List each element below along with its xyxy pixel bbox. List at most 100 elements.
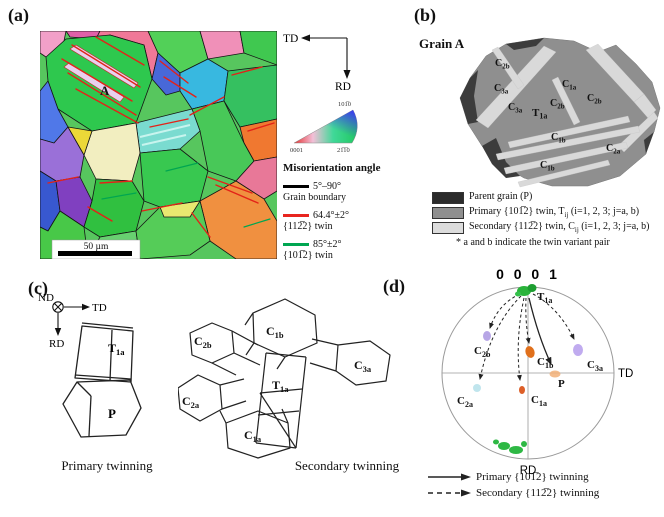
pole-td-label: TD [618,368,633,380]
pole-p [549,370,561,378]
panel-c-axes: ND TD RD [38,292,107,348]
primary-twinning-arrow [528,297,552,366]
svg-text:P: P [558,378,565,390]
misorientation-legend: Misorientation angle 5°–90° Grain bounda… [283,162,393,261]
secondary-twinning-caption: Secondary twinning [294,458,400,473]
grain-a-twin-labels: C2b C3a C1a C2b C2b C3a T1a C1b C2a C1b [494,58,621,173]
secondary-twin-text: Secondary {112̅2} twin, Cij (i=1, 2, 3; … [469,221,650,234]
ipf-corner-2110: 21̅1̅0 [337,147,350,154]
panel-b-label: (b) [414,5,436,25]
svg-text:C2b: C2b [194,334,212,350]
rd-axis-label-c: RD [49,338,64,348]
panel-d-label: (d) [383,276,405,296]
nd-into-page-icon [52,301,64,313]
red-twin-range: 64.4°±2° [313,210,349,221]
svg-text:C1a: C1a [244,428,262,444]
primary-twinning-legend-text: Primary {101̅2} twinning [476,471,589,483]
legend-row-secondary-twin: Secondary {112̅2} twin, Cij (i=1, 2, 3; … [432,220,662,235]
primary-twin-label: T1a [108,341,125,357]
svg-text:C2b: C2b [587,93,602,106]
svg-text:C1b: C1b [537,356,554,370]
ipf-corner-1010: 101̅0 [338,101,351,108]
legend-item-1122-twin: 64.4°±2° {112̅2} twin [283,210,393,232]
parent-label: P [108,406,116,421]
ipf-corner-0001: 0001 [290,147,303,154]
grain-a-map-label: A [100,83,110,98]
red-twin-label: {112̅2} twin [283,221,333,232]
nd-axis-label: ND [38,292,54,304]
svg-text:C3a: C3a [508,102,523,115]
scale-bar: 50 µm [51,239,141,259]
parent-hexagon [62,379,142,438]
grain-boundary-range: 5°–90° [313,181,341,192]
green-twin-line-swatch [283,243,309,246]
grain-boundary-line-swatch [283,185,309,188]
solid-arrow-icon [428,473,471,481]
primary-twin-text: Primary {101̅2} twin, Tij (i=1, 2, 3; j=… [469,206,640,219]
legend-primary-twinning: Primary {101̅2} twinning [428,469,599,485]
pole-c2a [473,384,481,392]
grain-a-legend: Parent grain (P) Primary {101̅2} twin, T… [432,190,662,248]
green-twin-range: 85°±2° [313,239,342,250]
green-twin-label: {101̅2} twin [283,250,333,261]
scale-bar-label: 50 µm [84,242,109,252]
svg-text:C1b: C1b [551,132,566,145]
legend-row-parent-grain: Parent grain (P) [432,190,662,205]
ebsd-orientation-map: A 50 µm [40,31,277,259]
secondary-twinning-drawing: C2b C1b C3a T1a C2a C1a [178,298,391,459]
ebsd-green-twin-boundaries [101,162,271,228]
grain-a-title: Grain A [419,36,465,51]
primary-twin-swatch [432,206,464,219]
svg-text:T1a: T1a [272,378,289,394]
pole-figure-title: 0 0 0 1 [496,266,560,282]
svg-text:C1a: C1a [531,394,547,408]
legend-secondary-twinning: Secondary {112̅2} twinning [428,485,599,501]
pole-figure: 0 0 0 1 TD RD [441,266,633,477]
pole-c1a [519,386,525,394]
pole-c1b [525,346,535,358]
td-arrowhead-icon [82,303,90,311]
svg-text:C2b: C2b [495,58,510,71]
svg-text:C3a: C3a [354,358,372,374]
svg-text:C2a: C2a [457,395,473,409]
pole-clusters [473,284,583,454]
rd-arrowhead-icon-c [54,328,62,336]
td-axis-label-c: TD [92,302,107,314]
pole-c2b [483,331,491,341]
svg-text:C1a: C1a [562,79,577,92]
grain-a-schematic: C2b C3a C1a C2b C2b C3a T1a C1b C2a C1b [459,37,661,188]
pole-rd-label: RD [520,465,537,477]
t1a-column [255,352,307,449]
pole-figure-legend: Primary {101̅2} twinning Secondary {112̅… [428,469,599,501]
svg-text:C2a: C2a [606,143,621,156]
rd-arrowhead-icon [343,70,351,79]
legend-item-grain-boundary: 5°–90° Grain boundary [283,181,393,203]
pole-t1a [515,284,537,297]
svg-text:C2b: C2b [474,345,491,359]
panel-a-label: (a) [8,5,29,25]
dashed-arrow-icon [428,489,471,497]
hex-c1a [225,410,291,459]
secondary-twin-swatch [432,221,464,234]
svg-text:C2a: C2a [182,394,200,410]
svg-text:C3a: C3a [587,359,603,373]
primary-twinning-caption: Primary twinning [61,458,153,473]
legend-row-primary-twin: Primary {101̅2} twin, Tij (i=1, 2, 3; j=… [432,205,662,220]
primary-twinning-drawing: T1a P [62,322,142,438]
rd-axis-label: RD [335,81,351,92]
ipf-color-triangle: 101̅0 0001 21̅1̅0 [290,101,358,154]
misorientation-legend-title: Misorientation angle [283,162,381,174]
ebsd-cyan-lamellae [139,124,191,146]
ebsd-red-twin-boundaries [47,36,275,238]
secondary-twinning-legend-text: Secondary {112̅2} twinning [476,487,600,499]
legend-footnote: * a and b indicate the twin variant pair [456,237,610,248]
red-twin-line-swatch [283,214,309,217]
td-axis-label: TD [283,33,298,45]
svg-text:C1b: C1b [266,324,284,340]
hex-c1b [252,298,318,358]
grain-boundary-label: Grain boundary [283,192,347,203]
svg-text:C3a: C3a [494,83,509,96]
hex-c3a [335,340,391,386]
pole-labels: T1a C2b C1b C3a P C2a C1a [457,291,603,409]
parent-grain-swatch [432,191,464,204]
